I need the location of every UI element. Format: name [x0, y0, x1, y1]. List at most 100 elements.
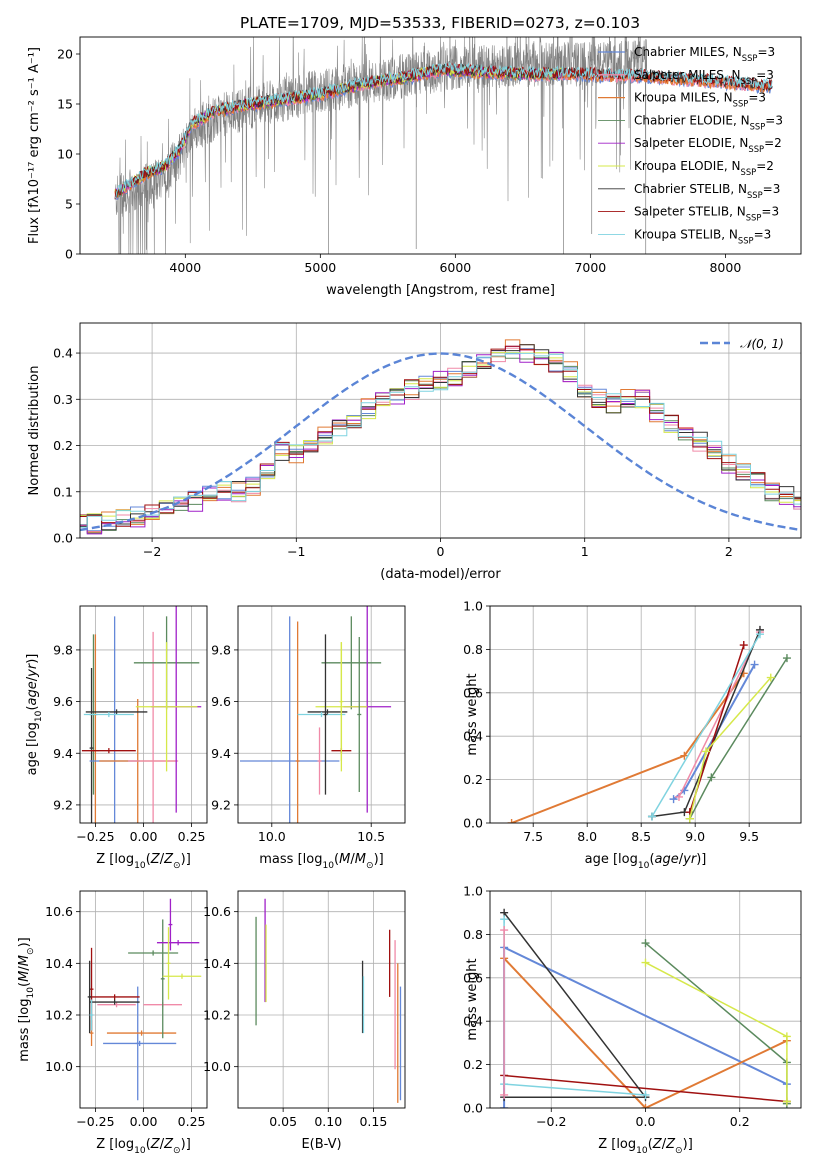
y-tick-label: 10 [57, 147, 73, 162]
x-tick-label: 9.5 [739, 829, 759, 844]
y-tick-label: 9.8 [53, 642, 73, 657]
error-bar [89, 994, 140, 1000]
weight-marker [500, 915, 509, 924]
y-tick-label: 0 [65, 247, 73, 262]
panel-7: 0.05 0.10 0.15 10.0 10.2 10.4 10.6 E(B-V) [203, 890, 406, 1152]
weight-marker [641, 1090, 650, 1099]
x-tick-label: 0.00 [130, 829, 158, 844]
x-tick-label: 0.2 [730, 1114, 750, 1129]
panel-8: −0.2 0.0 0.2 0.0 0.2 0.4 0.6 0.8 1.0 Z [log10(Z/Z… [463, 884, 802, 1156]
weight-line [503, 957, 788, 1108]
y-tick-label: 0.0 [53, 531, 73, 546]
legend-entry: Salpeter STELIB, NSSP=3 [634, 205, 779, 223]
weight-marker [782, 1032, 791, 1041]
axes-frame [79, 322, 802, 539]
legend-entry: Chabrier ELODIE, NSSP=3 [634, 113, 783, 131]
y-axis-label: mass weight [465, 673, 480, 755]
legend-entry: Chabrier MILES, NSSP=3 [634, 45, 775, 63]
y-axis-label: mass [log10(M/M⊙)] [17, 937, 36, 1061]
weight-marker [750, 660, 759, 669]
legend: Chabrier MILES, NSSP=3 Salpeter MILES, NS… [598, 45, 783, 245]
weight-marker [500, 1104, 509, 1108]
plot-area [239, 606, 392, 823]
error-bar [135, 986, 140, 1101]
observed-spectrum [114, 37, 648, 254]
x-tick-label: 0.00 [130, 1114, 158, 1129]
y-tick-label: 1.0 [463, 884, 483, 899]
error-bar [399, 986, 402, 1101]
legend-entry: Kroupa MILES, NSSP=3 [634, 91, 766, 109]
error-bar [397, 963, 399, 1103]
histogram-step [80, 352, 801, 528]
error-bar [89, 999, 94, 1031]
x-axis-label: E(B-V) [301, 1137, 341, 1152]
legend-entry: Kroupa ELODIE, NSSP=2 [634, 159, 774, 177]
x-tick-label: 8000 [709, 260, 741, 275]
plot-area [255, 898, 402, 1103]
error-bar [357, 637, 362, 792]
y-tick-label: 9.4 [53, 746, 73, 761]
model-fit-line [114, 61, 773, 199]
weight-series [641, 939, 791, 1108]
legend: 𝒩(0, 1) [700, 337, 784, 351]
y-tick-label: 0.0 [463, 1101, 483, 1116]
y-tick-label: 10.2 [45, 1008, 73, 1023]
error-bar [128, 950, 179, 956]
y-tick-label: 0.3 [53, 392, 73, 407]
plot-area [114, 37, 773, 254]
x-tick-label: 1 [581, 544, 589, 559]
weight-marker [766, 673, 775, 682]
x-axis-label: wavelength [Angstrom, rest frame] [326, 283, 555, 298]
y-axis-label: mass weight [465, 958, 480, 1040]
y-tick-label: 0.2 [53, 438, 73, 453]
legend-entry: Kroupa STELIB, NSSP=3 [634, 227, 771, 245]
error-bar [128, 631, 179, 823]
histogram-step [80, 345, 801, 527]
axes-frame [79, 605, 208, 824]
weight-line [645, 942, 788, 1104]
y-tick-label: 0.4 [463, 729, 483, 744]
x-tick-label: 8.0 [577, 829, 597, 844]
axes-frame [79, 890, 208, 1109]
x-tick-label: 7000 [574, 260, 606, 275]
error-bar [81, 748, 136, 754]
x-axis-label: mass [log10(M/M⊙)] [259, 852, 383, 871]
x-tick-label: 6000 [439, 260, 471, 275]
weight-marker [500, 926, 509, 935]
weight-marker [739, 641, 748, 650]
weight-marker [641, 1104, 650, 1108]
panel-4: 10.0 10.5 9.2 9.4 9.6 9.8 mass [log10(M/M⊙)] [211, 605, 406, 871]
x-axis-label: Z [log10(Z/Z⊙)] [96, 1137, 191, 1156]
x-tick-label: −0.25 [76, 829, 114, 844]
weight-marker [674, 792, 683, 801]
error-bar [160, 919, 165, 1039]
error-bar [85, 709, 148, 715]
plot-area [81, 606, 202, 823]
x-tick-label: 0 [437, 544, 445, 559]
error-bar [83, 711, 134, 718]
plot-area [507, 625, 791, 823]
x-axis-label: (data-model)/error [380, 567, 501, 582]
weight-series [500, 926, 509, 1099]
x-axis-label: Z [log10(Z/Z⊙)] [598, 1137, 693, 1156]
weight-series [647, 630, 764, 821]
x-tick-label: 2 [725, 544, 733, 559]
error-bar [295, 621, 300, 823]
weight-marker [707, 773, 716, 782]
error-bar [362, 976, 365, 1034]
weight-marker [641, 939, 650, 948]
x-tick-label: 4000 [169, 260, 201, 275]
weight-marker [680, 751, 689, 760]
y-tick-label: 10.6 [45, 904, 73, 919]
panel-6: −0.25 0.00 0.25 10.0 10.2 10.4 10.6 Z [log10(Z/… [17, 890, 208, 1156]
y-tick-label: 15 [57, 97, 73, 112]
error-bar [255, 916, 257, 1026]
axes-frame [489, 605, 802, 824]
weight-marker [782, 1097, 791, 1106]
error-bar [389, 929, 391, 997]
x-tick-label: −0.25 [76, 1114, 114, 1129]
weight-line [672, 664, 756, 800]
error-bar [265, 924, 267, 1003]
weight-marker [507, 819, 516, 823]
